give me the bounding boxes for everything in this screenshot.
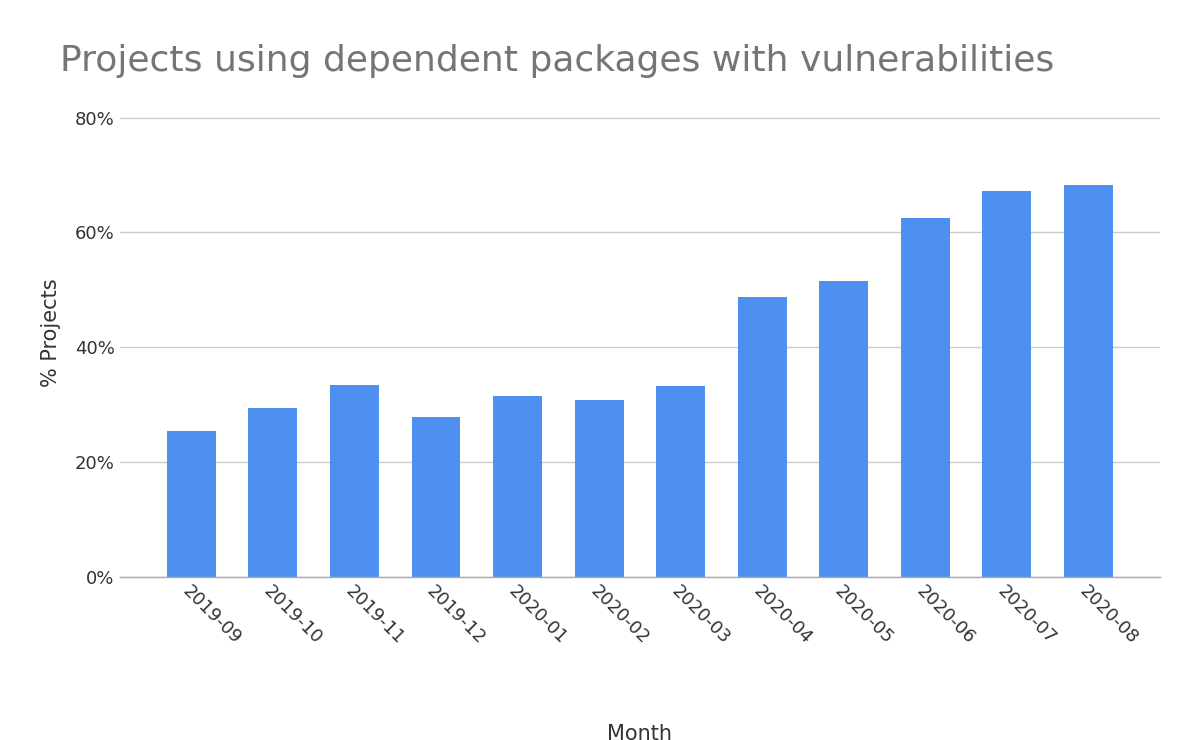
Bar [574,400,623,577]
Bar [1064,185,1112,577]
Bar [901,218,950,577]
Bar [411,417,460,577]
Y-axis label: % Projects: % Projects [41,279,61,387]
Bar [738,297,787,577]
Bar [819,281,868,577]
X-axis label: Month: Month [608,724,672,740]
Bar [657,386,706,577]
Bar [982,190,1031,577]
Bar [493,396,542,577]
Bar [167,431,215,577]
Text: Projects using dependent packages with vulnerabilities: Projects using dependent packages with v… [60,44,1054,78]
Bar [249,408,298,577]
Bar [330,385,379,577]
